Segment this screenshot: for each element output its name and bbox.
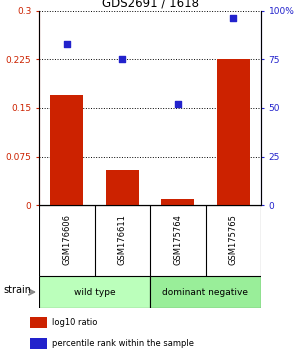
Bar: [161, 199, 194, 205]
Text: GSM176606: GSM176606: [62, 214, 71, 265]
Text: strain: strain: [3, 285, 31, 295]
Text: log10 ratio: log10 ratio: [52, 318, 98, 327]
Point: [176, 101, 180, 107]
Text: GSM176611: GSM176611: [118, 214, 127, 265]
Point: [231, 16, 236, 21]
Title: GDS2691 / 1618: GDS2691 / 1618: [101, 0, 199, 10]
Bar: [39, 276, 150, 308]
Bar: [30, 338, 47, 349]
Bar: [50, 95, 83, 205]
Text: GSM175764: GSM175764: [173, 214, 182, 265]
Text: wild type: wild type: [74, 287, 115, 297]
Bar: [150, 276, 261, 308]
Bar: [217, 59, 250, 205]
Text: GSM175765: GSM175765: [229, 214, 238, 265]
Bar: [30, 316, 47, 329]
Text: percentile rank within the sample: percentile rank within the sample: [52, 339, 194, 348]
Point: [120, 57, 125, 62]
Text: dominant negative: dominant negative: [163, 287, 248, 297]
Point: [64, 41, 69, 46]
Bar: [106, 170, 139, 205]
